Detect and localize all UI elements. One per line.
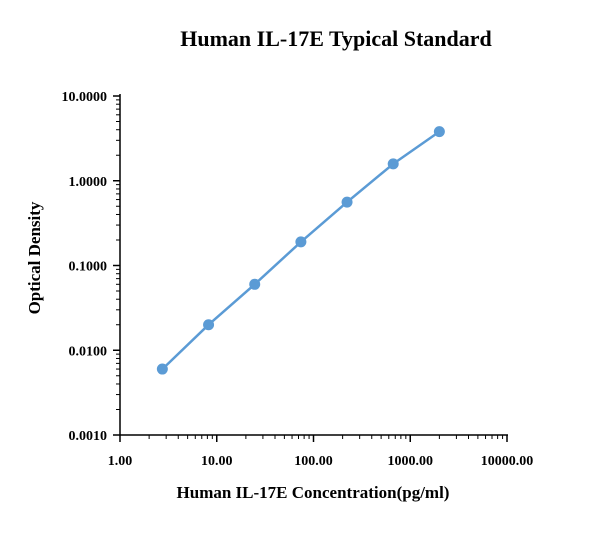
x-tick-label: 10.00 [201,454,233,469]
series-layer [156,126,445,375]
y-tick-label: 10.0000 [62,90,108,105]
y-axis-title: Optical Density [25,201,44,314]
x-tick-label: 1000.00 [388,454,434,469]
data-point [341,196,353,208]
y-tick-label: 0.0010 [69,429,108,444]
data-point [203,319,215,331]
axes [119,94,508,436]
data-point [156,363,168,375]
x-tick-label: 10000.00 [481,454,534,469]
x-axis-title: Human IL-17E Concentration(pg/ml) [177,483,450,502]
data-point [387,158,399,170]
x-tick-label: 100.00 [294,454,333,469]
series-line [161,130,441,371]
chart-title: Human IL-17E Typical Standard [180,26,492,51]
data-point [433,126,445,138]
data-point [295,236,307,248]
data-point [249,278,261,290]
ticks [113,95,508,442]
x-tick-label: 1.00 [108,454,133,469]
y-tick-label: 1.0000 [69,175,108,190]
y-tick-label: 0.1000 [69,260,108,275]
y-tick-label: 0.0100 [69,344,108,359]
tick-labels: 1.00 10.00 100.00 1000.00 10000.00 10.0000 1.0… [62,90,534,469]
